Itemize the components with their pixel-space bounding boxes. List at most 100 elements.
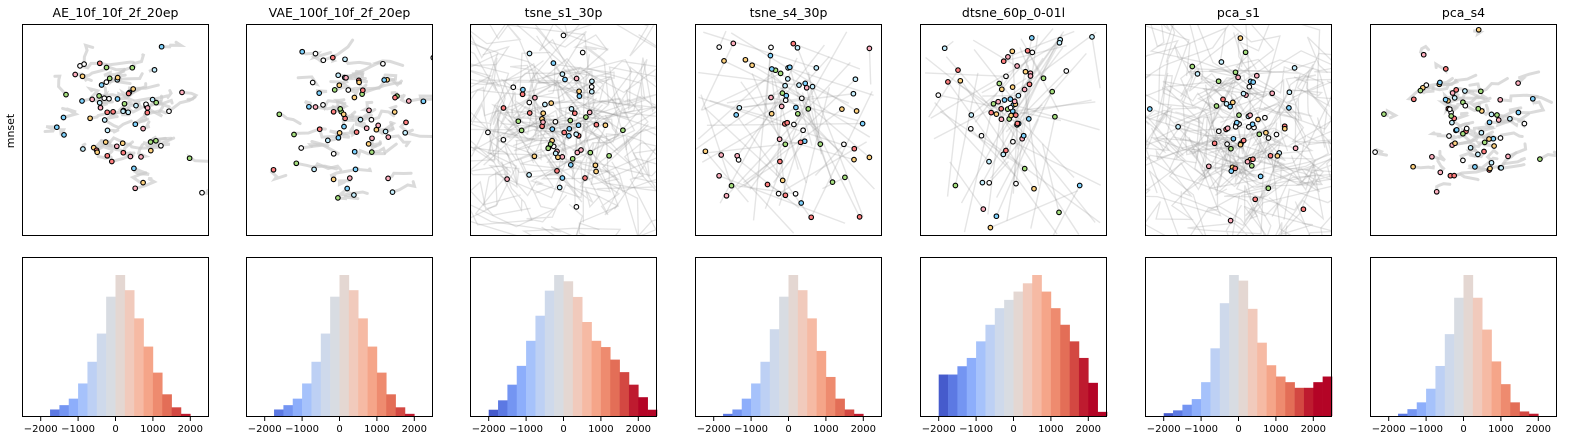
trail	[749, 108, 809, 190]
trail	[391, 180, 417, 194]
x-tick-label: −2000	[1147, 424, 1181, 435]
trail	[548, 114, 657, 169]
histogram-bar	[1510, 402, 1520, 416]
x-tick-label: 2000	[178, 424, 203, 435]
trail	[1145, 43, 1197, 110]
trail	[1465, 125, 1495, 135]
trail	[200, 188, 209, 195]
scatter-point	[133, 102, 139, 109]
trail	[709, 99, 788, 124]
trail	[970, 92, 998, 116]
trail	[1149, 24, 1242, 78]
trail	[1411, 165, 1435, 170]
scatter-point	[1488, 111, 1495, 118]
trail	[1189, 170, 1317, 236]
histogram-bar	[1435, 365, 1446, 416]
scatter-point	[316, 90, 323, 96]
trail	[736, 185, 796, 195]
trail	[103, 118, 133, 130]
scatter-point	[1040, 75, 1047, 82]
trail	[1145, 24, 1197, 103]
histogram-bar	[143, 346, 154, 416]
scatter-point	[144, 105, 151, 111]
scatter-point	[571, 110, 578, 117]
scatter-point	[1429, 153, 1435, 160]
scatter-point	[81, 61, 87, 67]
scatter-point	[130, 86, 137, 92]
scatter-point	[1014, 120, 1021, 127]
scatter-point	[1005, 54, 1011, 60]
scatter-point	[140, 125, 146, 132]
trail	[701, 106, 797, 163]
scatter-point	[1000, 151, 1007, 158]
scatter-point	[1446, 106, 1453, 113]
scatter-point	[736, 104, 743, 111]
scatter-point	[125, 109, 132, 116]
scatter-point	[132, 121, 139, 128]
trail	[797, 91, 861, 218]
scatter-point	[312, 104, 319, 110]
scatter-point	[1446, 133, 1452, 139]
scatter-axes-frame	[470, 24, 657, 236]
scatter-point	[593, 168, 599, 175]
trail	[1188, 146, 1294, 236]
scatter-point	[978, 132, 985, 139]
scatter-panel-1	[22, 24, 209, 236]
scatter-point	[988, 109, 995, 116]
scatter-point	[1007, 96, 1014, 102]
scatter-point	[1515, 80, 1521, 86]
trail	[359, 108, 377, 122]
scatter-panel-2	[246, 24, 433, 236]
trail	[563, 110, 657, 182]
trail	[336, 194, 360, 201]
scatter-point	[336, 82, 343, 89]
scatter-point	[1205, 163, 1212, 170]
scatter-point	[853, 108, 860, 114]
scatter-point	[1451, 172, 1458, 179]
scatter-point	[569, 155, 576, 162]
scatter-point	[716, 44, 723, 50]
trail	[569, 167, 657, 204]
scatter-point	[776, 136, 783, 143]
histogram-bar	[311, 361, 322, 416]
trail	[751, 64, 871, 138]
scatter-point	[996, 80, 1003, 87]
trail	[470, 24, 587, 125]
scatter-point	[1056, 209, 1062, 216]
scatter-point	[555, 154, 561, 161]
scatter-point	[1433, 188, 1440, 195]
scatter-point	[385, 134, 392, 140]
histogram-bar	[1463, 275, 1474, 416]
trail	[342, 110, 357, 121]
scatter-point	[851, 156, 857, 163]
trail	[488, 140, 578, 199]
scatter-point	[1292, 145, 1299, 152]
scatter-point	[79, 98, 85, 104]
scatter-point	[153, 137, 159, 144]
scatter-point	[500, 136, 507, 143]
scatter-point	[1252, 196, 1259, 203]
trail	[796, 47, 864, 217]
scatter-point	[1028, 35, 1035, 41]
trail	[1231, 185, 1332, 236]
trail	[995, 91, 1053, 198]
trail	[698, 96, 855, 150]
scatter-point	[1056, 39, 1063, 46]
trail	[745, 59, 850, 104]
scatter-point	[797, 139, 804, 146]
trail	[1206, 148, 1323, 213]
histogram-bar	[732, 409, 743, 416]
trail	[945, 56, 997, 115]
scatter-point	[550, 60, 557, 66]
trail	[751, 73, 781, 140]
scatter-point	[1244, 158, 1251, 165]
scatter-point	[103, 79, 110, 85]
scatter-point	[1223, 100, 1230, 107]
histogram-bar	[853, 413, 864, 416]
scatter-point	[1015, 92, 1022, 99]
scatter-point	[129, 64, 136, 71]
x-tick-label: −1000	[61, 424, 95, 435]
trail	[1019, 47, 1032, 74]
x-tick-label: −1000	[734, 424, 768, 435]
scatter-point	[131, 165, 137, 172]
